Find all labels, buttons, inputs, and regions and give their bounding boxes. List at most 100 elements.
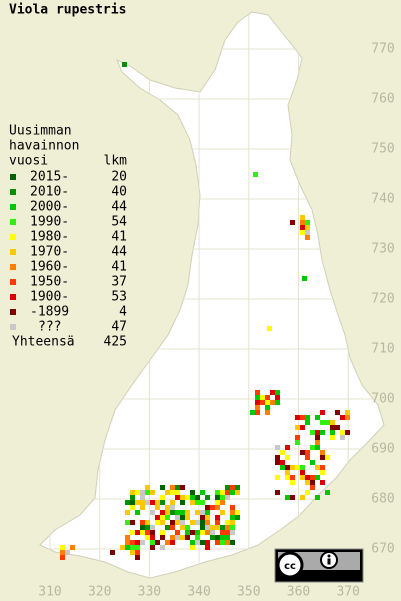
record-cell	[305, 475, 310, 480]
record-cell	[145, 525, 150, 530]
y-tick-label: 770	[371, 42, 394, 57]
record-cell	[235, 490, 240, 495]
record-cell	[170, 525, 175, 530]
x-tick-label: 340	[187, 585, 210, 600]
record-cell	[180, 495, 185, 500]
record-cell	[210, 530, 215, 535]
record-cell	[200, 500, 205, 505]
legend-count: 37	[111, 275, 127, 290]
record-cell	[140, 520, 145, 525]
record-cell	[280, 460, 285, 465]
record-cell	[190, 520, 195, 525]
record-cell	[195, 540, 200, 545]
record-cell	[215, 515, 220, 520]
record-cell	[225, 540, 230, 545]
record-cell	[220, 490, 225, 495]
record-cell	[230, 525, 235, 530]
record-cell	[310, 460, 315, 465]
record-cell	[280, 465, 285, 470]
record-cell	[135, 555, 140, 560]
record-cell	[122, 62, 127, 67]
record-cell	[310, 445, 315, 450]
record-cell	[265, 395, 270, 400]
record-cell	[340, 435, 345, 440]
record-cell	[290, 465, 295, 470]
record-cell	[315, 415, 320, 420]
record-cell	[275, 475, 280, 480]
legend-swatch	[10, 279, 16, 285]
legend-label: 1950-	[30, 275, 69, 290]
record-cell	[220, 495, 225, 500]
record-cell	[270, 400, 275, 405]
x-tick-label: 310	[38, 585, 61, 600]
record-cell	[140, 490, 145, 495]
record-cell	[255, 400, 260, 405]
record-cell	[165, 490, 170, 495]
record-cell	[255, 390, 260, 395]
record-cell	[255, 410, 260, 415]
legend-count: 40	[111, 185, 127, 200]
y-tick-label: 690	[371, 442, 394, 457]
record-cell	[70, 545, 75, 550]
record-cell	[150, 530, 155, 535]
record-cell	[170, 490, 175, 495]
record-cell	[165, 510, 170, 515]
record-cell	[275, 390, 280, 395]
record-cell	[190, 540, 195, 545]
record-cell	[210, 525, 215, 530]
record-cell	[60, 550, 65, 555]
record-cell	[290, 495, 295, 500]
record-cell	[130, 495, 135, 500]
legend-heading: havainnon	[9, 139, 79, 154]
record-cell	[315, 445, 320, 450]
record-cell	[305, 480, 310, 485]
record-cell	[230, 520, 235, 525]
record-cell	[185, 510, 190, 515]
record-cell	[310, 430, 315, 435]
record-cell	[230, 485, 235, 490]
record-cell	[300, 215, 305, 220]
record-cell	[285, 475, 290, 480]
record-cell	[135, 545, 140, 550]
record-cell	[125, 535, 130, 540]
record-cell	[345, 430, 350, 435]
record-cell	[130, 540, 135, 545]
record-cell	[165, 505, 170, 510]
record-cell	[145, 520, 150, 525]
record-cell	[320, 455, 325, 460]
record-cell	[175, 510, 180, 515]
record-cell	[285, 495, 290, 500]
record-cell	[200, 490, 205, 495]
record-cell	[205, 515, 210, 520]
record-cell	[180, 510, 185, 515]
record-cell	[150, 490, 155, 495]
record-cell	[300, 230, 305, 235]
record-cell	[300, 220, 305, 225]
record-cell	[220, 530, 225, 535]
record-cell	[225, 490, 230, 495]
record-cell	[300, 415, 305, 420]
record-cell	[155, 500, 160, 505]
record-cell	[320, 470, 325, 475]
legend-count-heading: lkm	[104, 154, 128, 169]
record-cell	[165, 515, 170, 520]
record-cell	[220, 535, 225, 540]
legend-count: 41	[111, 230, 127, 245]
record-cell	[180, 520, 185, 525]
record-cell	[180, 485, 185, 490]
record-cell	[125, 510, 130, 515]
record-cell	[230, 505, 235, 510]
record-cell	[215, 525, 220, 530]
record-cell	[310, 485, 315, 490]
record-cell	[135, 500, 140, 505]
record-cell	[205, 525, 210, 530]
record-cell	[265, 410, 270, 415]
record-cell	[305, 235, 310, 240]
record-cell	[270, 390, 275, 395]
record-cell	[150, 540, 155, 545]
y-tick-label: 710	[371, 342, 394, 357]
record-cell	[135, 530, 140, 535]
legend-heading: Uusimman	[9, 124, 72, 139]
record-cell	[150, 510, 155, 515]
legend-swatch	[10, 264, 16, 270]
